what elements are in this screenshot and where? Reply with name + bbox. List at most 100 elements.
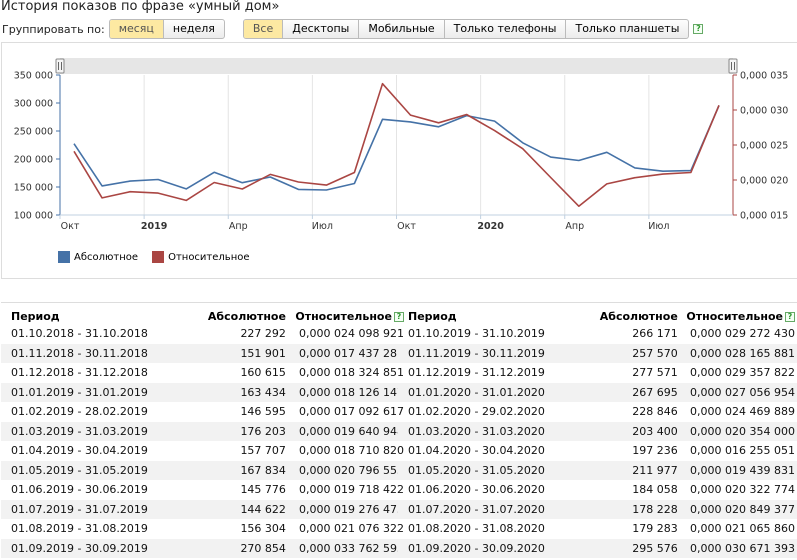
cell-absolute: 228 846 — [632, 405, 678, 419]
chart-legend: Абсолютное Относительное — [58, 251, 250, 263]
cell-relative: 0,000 018 324 851 — [298, 366, 404, 380]
cell-relative: 0,000 019 276 475 — [285, 499, 406, 519]
cell-period: 01.01.2020 - 31.01.2020 — [398, 382, 545, 402]
table-row: 01.04.2020 - 30.04.2020 197 236 0,000 016 … — [398, 441, 797, 461]
cell-absolute: 160 615 — [240, 366, 286, 380]
cell-period: 01.08.2020 - 31.08.2020 — [408, 522, 545, 536]
cell-period: 01.10.2019 - 31.10.2019 — [408, 327, 545, 341]
legend-item-1[interactable]: Относительное — [152, 251, 250, 263]
x-tick-label: 2019 — [141, 221, 167, 232]
table-row: 01.06.2019 - 30.06.2019 145 776 0,000 019 … — [1, 480, 406, 500]
table-header-row: Период Абсолютное Относительное? — [1, 309, 406, 324]
cell-period: 01.05.2019 - 31.05.2019 — [1, 460, 148, 480]
legend-swatch — [58, 251, 70, 263]
cell-relative: 0,000 017 092 617 — [298, 405, 404, 419]
cell-relative: 0,000 033 762 595 — [285, 538, 406, 558]
cell-period: 01.12.2018 - 31.12.2018 — [11, 366, 148, 380]
col-period-header: Период — [408, 310, 457, 323]
group-by-button-0[interactable]: месяц — [109, 20, 164, 38]
table-row: 01.12.2018 - 31.12.2018 160 615 0,000 018 … — [1, 363, 406, 383]
col-relative-header: Относительное? — [286, 309, 406, 324]
cell-absolute: 151 901 — [147, 343, 286, 363]
cell-period: 01.09.2019 - 30.09.2019 — [1, 538, 148, 558]
y-right-tick-label: 0,000 025 — [740, 141, 788, 152]
legend-item-0[interactable]: Абсолютное — [58, 251, 138, 263]
y-left-tick-label: 250 000 — [14, 127, 53, 138]
cell-period: 01.11.2018 - 30.11.2018 — [1, 343, 148, 363]
help-icon[interactable]: ? — [693, 24, 704, 34]
table-row: 01.06.2020 - 30.06.2020 184 058 0,000 020 … — [398, 480, 797, 500]
table-row: 01.03.2020 - 31.03.2020 203 400 0,000 020 … — [398, 421, 797, 441]
cell-relative: 0,000 020 849 377 — [677, 499, 797, 519]
cell-absolute: 184 058 — [632, 483, 678, 497]
cell-absolute: 156 304 — [240, 522, 286, 536]
device-filter-button-1[interactable]: Десктопы — [283, 20, 360, 38]
cell-period: 01.08.2019 - 31.08.2019 — [11, 522, 148, 536]
cell-period: 01.04.2020 - 30.04.2020 — [408, 444, 545, 458]
table-row: 01.09.2020 - 30.09.2020 295 576 0,000 030 … — [398, 538, 797, 558]
cell-period: 01.02.2020 - 29.02.2020 — [408, 405, 545, 419]
x-tick-label: Апр — [229, 221, 248, 232]
cell-absolute: 257 570 — [544, 343, 678, 363]
table-row: 01.01.2020 - 31.01.2020 267 695 0,000 027 … — [398, 382, 797, 402]
device-filter-button-4[interactable]: Только планшеты — [575, 22, 680, 35]
col-absolute-header: Абсолютное — [207, 310, 286, 323]
table-row: 01.05.2019 - 31.05.2019 167 834 0,000 020 … — [1, 460, 406, 480]
series-line-0[interactable] — [73, 105, 720, 191]
help-icon[interactable]: ? — [393, 311, 404, 322]
cell-relative: 0,000 021 076 322 — [298, 522, 404, 536]
col-period-header: Период — [11, 310, 60, 323]
table-row: 01.12.2019 - 31.12.2019 277 571 0,000 029 … — [398, 363, 797, 383]
table-row: 01.11.2019 - 30.11.2019 257 570 0,000 028 … — [398, 343, 797, 363]
x-tick-label: Окт — [61, 221, 80, 232]
col-relative-label: Относительное — [686, 310, 783, 323]
cell-absolute: 178 228 — [544, 499, 678, 519]
device-filter-buttons: Все Десктопы Мобильные Только телефоны Тольк… — [242, 19, 690, 39]
table-row: 01.09.2019 - 30.09.2019 270 854 0,000 033 … — [1, 538, 406, 558]
cell-relative: 0,000 020 322 774 — [690, 483, 795, 497]
help-icon[interactable]: ? — [785, 311, 795, 322]
navigator-bar[interactable] — [60, 58, 733, 74]
cell-relative: 0,000 028 165 881 — [677, 343, 797, 363]
cell-absolute: 157 707 — [240, 444, 286, 458]
group-by-buttons: месяц неделя — [108, 19, 225, 39]
device-filter-button-3[interactable]: Только телефоны — [445, 20, 567, 38]
series-line-1[interactable] — [73, 82, 720, 207]
navigator-handle-right[interactable] — [728, 58, 738, 74]
y-right-tick-label: 0,000 020 — [740, 176, 788, 187]
x-tick-label: Апр — [565, 221, 584, 232]
cell-period: 01.04.2019 - 30.04.2019 — [11, 444, 148, 458]
x-tick-label: 2020 — [477, 221, 504, 232]
cell-relative: 0,000 029 357 822 — [690, 366, 795, 380]
cell-relative: 0,000 018 710 820 — [298, 444, 404, 458]
cell-relative: 0,000 020 796 555 — [285, 460, 406, 480]
table-row: 01.11.2018 - 30.11.2018 151 901 0,000 017 … — [1, 343, 406, 363]
y-right-tick-label: 0,000 035 — [740, 71, 788, 82]
x-tick-label: Июл — [312, 221, 333, 232]
group-by-button-1[interactable]: неделя — [172, 22, 215, 35]
table-row: 01.02.2020 - 29.02.2020 228 846 0,000 024 … — [398, 402, 797, 422]
cell-relative: 0,000 019 439 831 — [677, 460, 797, 480]
cell-relative: 0,000 018 126 147 — [285, 382, 406, 402]
cell-relative: 0,000 029 272 430 — [690, 327, 795, 341]
col-relative-label: Относительное — [295, 310, 392, 323]
navigator-handle-left[interactable] — [55, 58, 65, 74]
device-filter-button-2[interactable]: Мобильные — [359, 20, 445, 38]
cell-absolute: 266 171 — [632, 327, 678, 341]
cell-absolute: 295 576 — [544, 538, 678, 558]
device-filter-button-0[interactable]: Все — [243, 20, 284, 38]
table-row: 01.08.2020 - 31.08.2020 179 283 0,000 021 … — [398, 519, 797, 539]
cell-period: 01.10.2018 - 31.10.2018 — [11, 327, 148, 341]
cell-relative: 0,000 019 718 422 — [298, 483, 404, 497]
table-row: 01.10.2018 - 31.10.2018 227 292 0,000 024 … — [1, 324, 406, 344]
cell-period: 01.01.2019 - 31.01.2019 — [1, 382, 148, 402]
table-row: 01.08.2019 - 31.08.2019 156 304 0,000 021 … — [1, 519, 406, 539]
y-left-tick-label: 100 000 — [14, 211, 53, 222]
chart-panel: 100 000 150 000 200 000 250 000 300 000 350 0… — [1, 42, 797, 279]
cell-relative: 0,000 030 671 393 — [677, 538, 797, 558]
col-relative-header: Относительное? — [678, 309, 797, 324]
table-row: 01.10.2019 - 31.10.2019 266 171 0,000 029 … — [398, 324, 797, 344]
table-row: 01.05.2020 - 31.05.2020 211 977 0,000 019 … — [398, 460, 797, 480]
toolbar: Группировать по: месяц неделя Все Десктопы… — [2, 19, 704, 39]
page-title: История показов по фразе «умный дом» — [1, 0, 280, 14]
